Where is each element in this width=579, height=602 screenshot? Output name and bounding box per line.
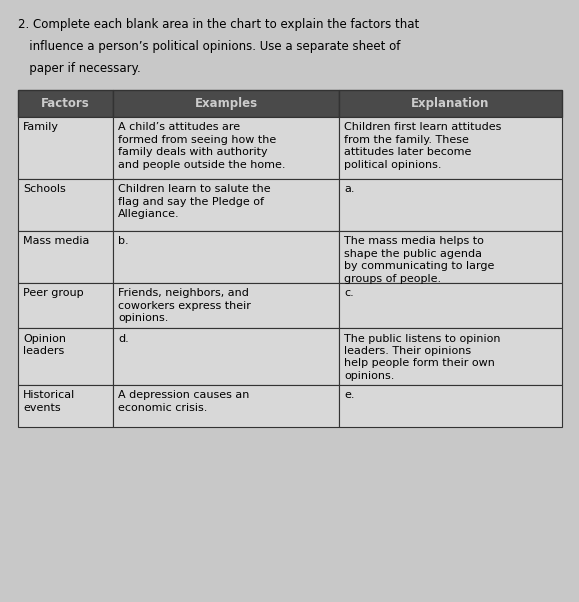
Text: influence a person’s political opinions. Use a separate sheet of: influence a person’s political opinions.… <box>18 40 400 53</box>
Text: Explanation: Explanation <box>411 97 490 110</box>
Bar <box>113 385 339 427</box>
Bar <box>339 283 562 328</box>
Text: A child’s attitudes are
formed from seeing how the
family deals with authority
a: A child’s attitudes are formed from seei… <box>118 122 285 170</box>
Bar <box>339 117 562 179</box>
Text: Children learn to salute the
flag and say the Pledge of
Allegiance.: Children learn to salute the flag and sa… <box>118 184 271 219</box>
Bar <box>18 328 113 385</box>
Text: d.: d. <box>118 334 129 344</box>
Text: Mass media: Mass media <box>23 237 89 246</box>
Bar <box>18 179 113 231</box>
Bar <box>113 231 339 283</box>
Text: Examples: Examples <box>195 97 258 110</box>
Text: Opinion
leaders: Opinion leaders <box>23 334 66 356</box>
Bar <box>18 385 113 427</box>
Text: Family: Family <box>23 122 59 132</box>
Text: Schools: Schools <box>23 184 66 194</box>
Text: b.: b. <box>118 237 129 246</box>
Bar <box>113 90 339 117</box>
Text: Peer group: Peer group <box>23 288 83 299</box>
Text: The mass media helps to
shape the public agenda
by communicating to large
groups: The mass media helps to shape the public… <box>344 237 494 284</box>
Bar <box>18 231 113 283</box>
Bar <box>113 179 339 231</box>
Bar <box>18 283 113 328</box>
Bar <box>339 179 562 231</box>
Text: e.: e. <box>344 391 354 400</box>
Bar <box>113 328 339 385</box>
Bar <box>18 90 113 117</box>
Text: c.: c. <box>344 288 354 299</box>
Text: Children first learn attitudes
from the family. These
attitudes later become
pol: Children first learn attitudes from the … <box>344 122 501 170</box>
Text: paper if necessary.: paper if necessary. <box>18 62 141 75</box>
Text: The public listens to opinion
leaders. Their opinions
help people form their own: The public listens to opinion leaders. T… <box>344 334 500 380</box>
Text: Factors: Factors <box>41 97 90 110</box>
Bar <box>339 90 562 117</box>
Bar <box>18 117 113 179</box>
Text: Historical
events: Historical events <box>23 391 75 413</box>
Bar <box>113 117 339 179</box>
Text: A depression causes an
economic crisis.: A depression causes an economic crisis. <box>118 391 250 413</box>
Bar <box>339 231 562 283</box>
Bar <box>339 328 562 385</box>
Text: 2. Complete each blank area in the chart to explain the factors that: 2. Complete each blank area in the chart… <box>18 18 419 31</box>
Text: a.: a. <box>344 184 354 194</box>
Bar <box>113 283 339 328</box>
Text: Friends, neighbors, and
coworkers express their
opinions.: Friends, neighbors, and coworkers expres… <box>118 288 251 323</box>
Bar <box>339 385 562 427</box>
